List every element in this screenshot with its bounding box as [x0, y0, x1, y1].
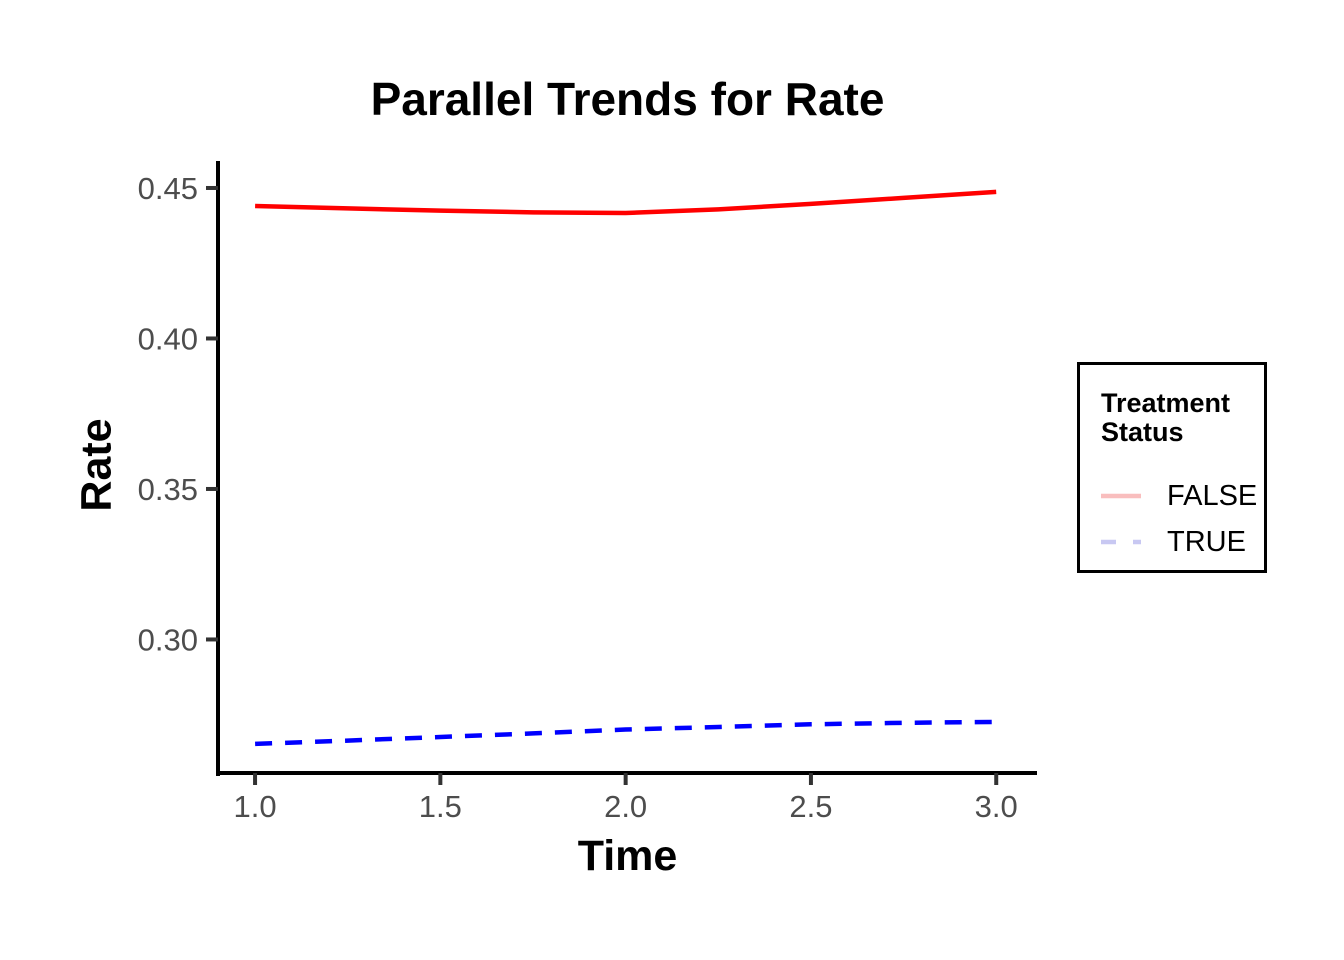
- legend-item-true: TRUE: [1101, 525, 1264, 558]
- plot-title: Parallel Trends for Rate: [370, 73, 885, 125]
- y-tick-label: 0.30: [138, 622, 198, 657]
- legend-item-label: FALSE: [1167, 479, 1258, 512]
- x-tick-label: 2.5: [789, 789, 832, 824]
- series-line-true: [255, 719, 997, 747]
- legend-key-line-false: [1101, 494, 1141, 499]
- legend-item-label: TRUE: [1167, 525, 1246, 558]
- x-tick-label: 1.5: [419, 789, 462, 824]
- x-axis-title: Time: [577, 832, 678, 880]
- legend-entries: FALSE TRUE: [1101, 479, 1264, 558]
- legend-title: Treatment Status: [1101, 388, 1231, 448]
- x-tick-label: 1.0: [234, 789, 277, 824]
- legend-item-false: FALSE: [1101, 479, 1264, 512]
- y-tick-label: 0.35: [138, 472, 198, 507]
- legend: Treatment Status FALSE TRUE: [1077, 362, 1267, 573]
- legend-key-line-true: [1101, 540, 1141, 545]
- y-tick-label: 0.45: [138, 171, 198, 206]
- y-tick-label: 0.40: [138, 321, 198, 356]
- x-tick-label: 3.0: [975, 789, 1018, 824]
- x-tick-label: 2.0: [604, 789, 647, 824]
- series-line-false: [255, 189, 997, 216]
